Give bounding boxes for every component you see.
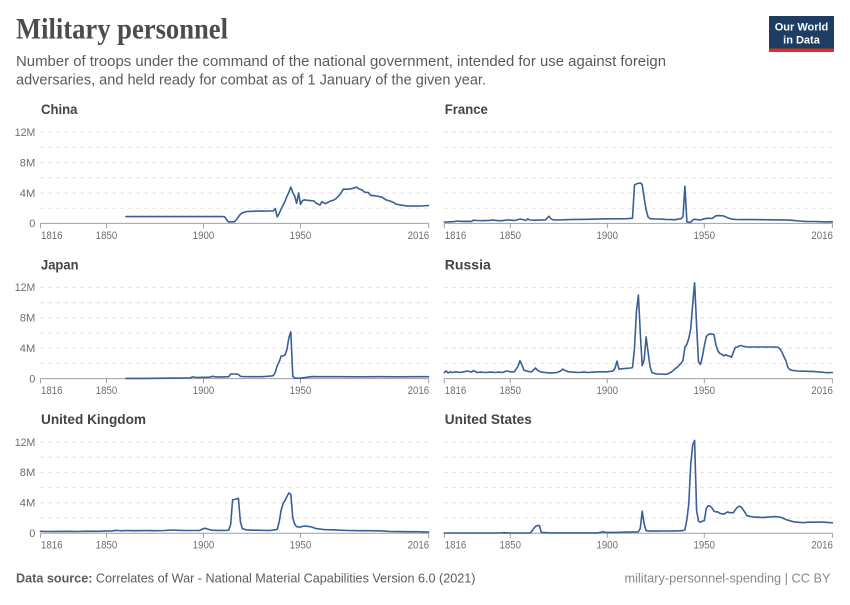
svg-text:8M: 8M (20, 313, 36, 325)
svg-text:2016: 2016 (408, 230, 430, 242)
svg-text:1900: 1900 (193, 230, 215, 242)
svg-text:1950: 1950 (290, 540, 312, 552)
svg-text:8M: 8M (20, 467, 36, 479)
svg-text:United States: United States (445, 412, 532, 427)
svg-text:4M: 4M (20, 188, 36, 200)
svg-text:1816: 1816 (41, 230, 63, 242)
svg-text:2016: 2016 (408, 540, 430, 552)
svg-text:8M: 8M (20, 157, 36, 169)
svg-text:1850: 1850 (500, 540, 522, 552)
svg-text:United Kingdom: United Kingdom (41, 412, 146, 427)
svg-text:1816: 1816 (41, 540, 63, 552)
svg-text:military-personnel-spending |: military-personnel-spending | CC BY (625, 571, 831, 586)
svg-text:12M: 12M (15, 127, 36, 139)
svg-text:1850: 1850 (96, 230, 118, 242)
svg-text:adversaries, and held ready fo: adversaries, and held ready for combat a… (16, 73, 486, 89)
svg-text:Number of troops under the com: Number of troops under the command of th… (16, 54, 666, 70)
svg-text:Data source: Correlates of War: Data source: Correlates of War - Nationa… (16, 571, 476, 586)
svg-text:Japan: Japan (41, 257, 79, 272)
svg-text:Russia: Russia (445, 257, 491, 272)
svg-text:1950: 1950 (694, 540, 716, 552)
svg-text:0: 0 (29, 528, 35, 540)
svg-text:2016: 2016 (811, 540, 833, 552)
svg-text:4M: 4M (20, 343, 36, 355)
svg-text:1850: 1850 (96, 540, 118, 552)
svg-text:1900: 1900 (193, 385, 215, 397)
svg-text:Our World: Our World (775, 21, 829, 33)
svg-text:0: 0 (29, 373, 35, 385)
svg-text:12M: 12M (15, 282, 36, 294)
svg-text:France: France (445, 102, 488, 117)
svg-text:2016: 2016 (811, 385, 833, 397)
svg-text:2016: 2016 (811, 230, 833, 242)
svg-text:1900: 1900 (597, 230, 619, 242)
svg-text:1816: 1816 (445, 230, 467, 242)
svg-text:1850: 1850 (500, 230, 522, 242)
svg-text:China: China (41, 102, 78, 117)
svg-text:1816: 1816 (41, 385, 63, 397)
svg-text:1950: 1950 (694, 385, 716, 397)
svg-text:1816: 1816 (445, 385, 467, 397)
svg-text:1850: 1850 (96, 385, 118, 397)
svg-text:Military personnel: Military personnel (16, 13, 228, 45)
svg-text:0: 0 (29, 218, 35, 230)
svg-text:1900: 1900 (193, 540, 215, 552)
svg-text:4M: 4M (20, 498, 36, 510)
svg-text:1900: 1900 (597, 385, 619, 397)
svg-text:1950: 1950 (694, 230, 716, 242)
svg-text:2016: 2016 (408, 385, 430, 397)
svg-text:in Data: in Data (783, 34, 821, 46)
svg-text:1950: 1950 (290, 385, 312, 397)
svg-text:1950: 1950 (290, 230, 312, 242)
svg-text:1850: 1850 (500, 385, 522, 397)
svg-text:1900: 1900 (597, 540, 619, 552)
svg-text:12M: 12M (15, 437, 36, 449)
svg-text:1816: 1816 (445, 540, 467, 552)
